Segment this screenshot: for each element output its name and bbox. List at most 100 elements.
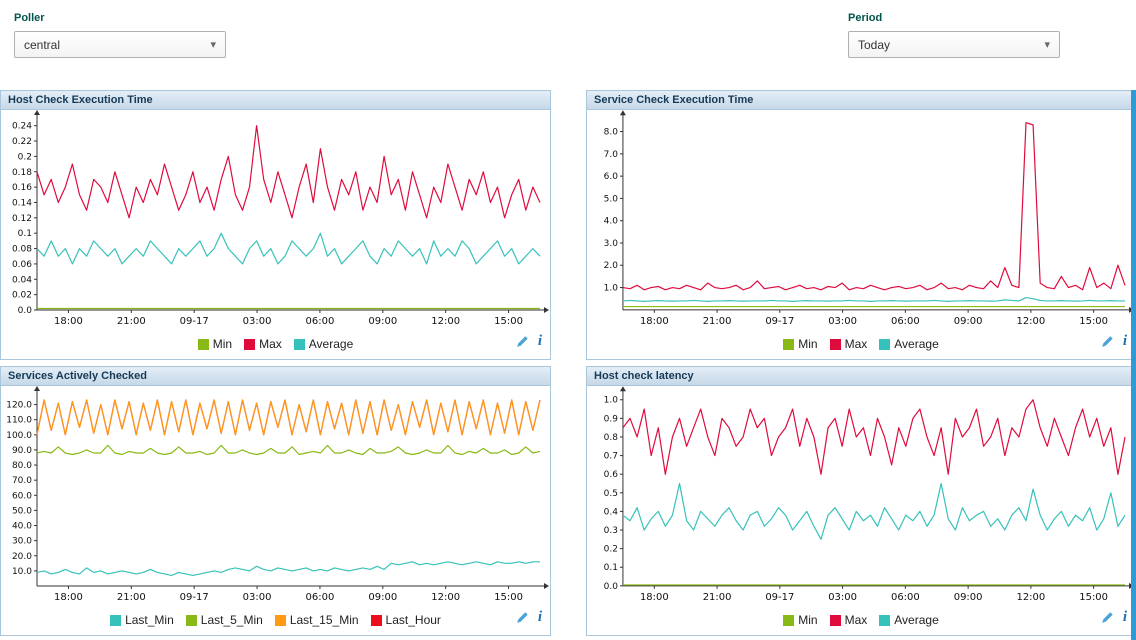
- legend-swatch-average: [879, 338, 891, 350]
- panel-host-check-latency: Host check latency 0.0 0.1 0.2 0.3 0.4 0.5 0.6…: [586, 366, 1136, 636]
- panel-title: Service Check Execution Time: [587, 91, 1135, 110]
- svg-text:06:00: 06:00: [891, 316, 920, 327]
- svg-text:0.06: 0.06: [12, 260, 32, 270]
- legend-label: Last_5_Min: [200, 613, 263, 627]
- svg-text:3.0: 3.0: [604, 239, 619, 249]
- svg-text:1.0: 1.0: [604, 396, 619, 406]
- filter-bar: Poller central ▾ Period Today ▾: [0, 0, 1136, 90]
- svg-text:21:00: 21:00: [117, 592, 146, 603]
- poller-select[interactable]: central ▾: [14, 31, 226, 58]
- info-icon[interactable]: i: [1122, 333, 1127, 349]
- svg-text:120.0: 120.0: [6, 401, 32, 411]
- edit-icon[interactable]: [1101, 335, 1114, 348]
- legend-label: Min: [798, 337, 818, 351]
- poller-select-value: central: [24, 37, 61, 52]
- svg-text:18:00: 18:00: [640, 316, 669, 327]
- chart-legend: Min Max Average i: [587, 332, 1135, 356]
- svg-text:09-17: 09-17: [180, 316, 209, 327]
- legend-swatch-min: [783, 338, 795, 350]
- legend-swatch-max: [244, 338, 256, 350]
- svg-text:0.02: 0.02: [12, 291, 32, 301]
- svg-text:0.8: 0.8: [604, 433, 619, 443]
- chart-canvas: 10.0 20.0 30.0 40.0 50.0 60.0 70.0 80.0 90.0 100.…: [6, 386, 549, 603]
- svg-text:6.0: 6.0: [604, 172, 619, 182]
- panel-title: Services Actively Checked: [1, 367, 550, 386]
- svg-text:0.12: 0.12: [12, 214, 32, 224]
- info-icon[interactable]: i: [537, 609, 542, 625]
- legend-swatch-max: [829, 338, 841, 350]
- svg-text:09-17: 09-17: [180, 592, 209, 603]
- svg-text:18:00: 18:00: [54, 592, 83, 603]
- svg-text:03:00: 03:00: [243, 592, 272, 603]
- panel-host-check-execution-time: Host Check Execution Time 0.0 0.02 0.04 0.0…: [0, 90, 551, 360]
- svg-text:5.0: 5.0: [604, 194, 619, 204]
- svg-text:0.04: 0.04: [12, 275, 32, 285]
- svg-text:09-17: 09-17: [765, 592, 794, 603]
- poller-filter-group: Poller central ▾: [14, 12, 226, 90]
- svg-text:0.1: 0.1: [18, 229, 32, 239]
- svg-text:0.5: 0.5: [604, 489, 618, 499]
- chart-canvas: 1.0 2.0 3.0 4.0 5.0 6.0 7.0 8.0 18:00 21:00 09-17 0…: [604, 110, 1135, 327]
- svg-text:06:00: 06:00: [306, 316, 335, 327]
- svg-text:12:00: 12:00: [431, 316, 460, 327]
- period-select-value: Today: [858, 37, 891, 52]
- chart-legend: Min Max Average i: [1, 332, 550, 356]
- legend-label: Max: [844, 337, 868, 351]
- panel-services-actively-checked: Services Actively Checked 10.0 20.0 30.0 40…: [0, 366, 551, 636]
- svg-text:18:00: 18:00: [640, 592, 669, 603]
- svg-text:0.2: 0.2: [18, 152, 32, 162]
- svg-text:0.2: 0.2: [604, 545, 618, 555]
- svg-text:12:00: 12:00: [1017, 592, 1046, 603]
- legend-swatch-last-5-min: [185, 614, 197, 626]
- svg-text:0.22: 0.22: [12, 137, 32, 147]
- edit-icon[interactable]: [516, 611, 529, 624]
- svg-text:09:00: 09:00: [954, 592, 983, 603]
- svg-text:18:00: 18:00: [54, 316, 83, 327]
- panel-title: Host Check Execution Time: [1, 91, 550, 110]
- edit-icon[interactable]: [1101, 611, 1114, 624]
- svg-text:06:00: 06:00: [306, 592, 335, 603]
- svg-text:12:00: 12:00: [431, 592, 460, 603]
- period-filter-group: Period Today ▾: [848, 12, 1060, 90]
- svg-text:0.4: 0.4: [604, 507, 619, 517]
- svg-text:100.0: 100.0: [6, 431, 32, 441]
- svg-text:4.0: 4.0: [604, 217, 619, 227]
- legend-label: Max: [844, 613, 868, 627]
- info-icon[interactable]: i: [537, 333, 542, 349]
- svg-text:40.0: 40.0: [12, 522, 32, 532]
- svg-text:0.18: 0.18: [12, 168, 32, 178]
- svg-text:21:00: 21:00: [703, 316, 732, 327]
- chart-legend: Min Max Average i: [587, 608, 1135, 632]
- legend-label: Min: [212, 337, 233, 351]
- legend-label: Max: [259, 337, 282, 351]
- svg-text:8.0: 8.0: [604, 128, 619, 138]
- svg-text:03:00: 03:00: [243, 316, 272, 327]
- svg-text:0.0: 0.0: [604, 582, 619, 592]
- svg-text:03:00: 03:00: [828, 316, 857, 327]
- svg-text:09:00: 09:00: [954, 316, 983, 327]
- legend-swatch-average: [879, 614, 891, 626]
- legend-label: Last_Hour: [385, 613, 441, 627]
- scrollbar[interactable]: [1131, 90, 1136, 640]
- svg-text:12:00: 12:00: [1017, 316, 1046, 327]
- svg-text:2.0: 2.0: [604, 261, 619, 271]
- legend-swatch-min: [197, 338, 209, 350]
- period-select[interactable]: Today ▾: [848, 31, 1060, 58]
- svg-text:15:00: 15:00: [1079, 316, 1108, 327]
- svg-text:0.16: 0.16: [12, 183, 32, 193]
- svg-text:15:00: 15:00: [494, 592, 523, 603]
- info-icon[interactable]: i: [1122, 609, 1127, 625]
- chart-canvas: 0.0 0.1 0.2 0.3 0.4 0.5 0.6 0.7 0.8 0.9 1.0 18:00 21…: [604, 386, 1135, 603]
- legend-swatch-max: [829, 614, 841, 626]
- legend-swatch-last-min: [110, 614, 122, 626]
- svg-text:0.6: 0.6: [604, 470, 619, 480]
- svg-text:30.0: 30.0: [12, 537, 32, 547]
- svg-text:90.0: 90.0: [12, 446, 32, 456]
- svg-text:0.3: 0.3: [604, 526, 618, 536]
- edit-icon[interactable]: [516, 335, 529, 348]
- legend-label: Average: [308, 337, 354, 351]
- svg-text:0.08: 0.08: [12, 245, 32, 255]
- legend-swatch-min: [783, 614, 795, 626]
- chevron-down-icon: ▾: [210, 39, 216, 51]
- legend-label: Average: [894, 613, 939, 627]
